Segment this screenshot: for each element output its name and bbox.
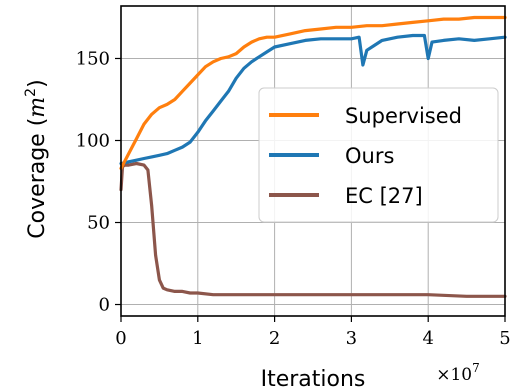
y-label-suffix: ) xyxy=(25,79,50,88)
legend-label: Ours xyxy=(345,144,394,168)
series-line-1 xyxy=(119,33,507,166)
x-tick-label: 5 xyxy=(499,328,510,349)
y-axis-label: Coverage (m2) xyxy=(23,79,50,238)
plot-frame xyxy=(120,5,506,317)
series-line-0 xyxy=(119,15,507,170)
legend-label: EC [27] xyxy=(345,184,423,208)
y-label-exponent: 2 xyxy=(23,88,39,97)
x-tick-label: 4 xyxy=(422,328,433,349)
x-multiplier-base: ×10 xyxy=(436,365,472,385)
legend-label: Supervised xyxy=(345,104,462,128)
y-label-prefix: Coverage ( xyxy=(25,118,50,239)
series-line-2 xyxy=(119,161,507,298)
x-axis-multiplier: ×107 xyxy=(436,361,480,385)
legend-box xyxy=(258,87,499,223)
series-lines xyxy=(119,15,507,298)
x-axis-label: Iterations xyxy=(261,367,366,391)
y-label-unit: m xyxy=(25,97,50,118)
y-tick-label: 100 xyxy=(76,130,110,151)
x-tick-label: 1 xyxy=(192,328,203,349)
x-tick-label: 3 xyxy=(346,328,357,349)
y-tick-label: 150 xyxy=(76,48,110,69)
y-tick-label: 0 xyxy=(99,295,110,316)
x-tick-label: 2 xyxy=(269,328,280,349)
legend: Supervised Ours EC [27] xyxy=(258,87,499,223)
x-tick-label: 0 xyxy=(115,328,126,349)
x-multiplier-exponent: 7 xyxy=(472,361,480,375)
y-tick-label: 50 xyxy=(87,213,110,234)
